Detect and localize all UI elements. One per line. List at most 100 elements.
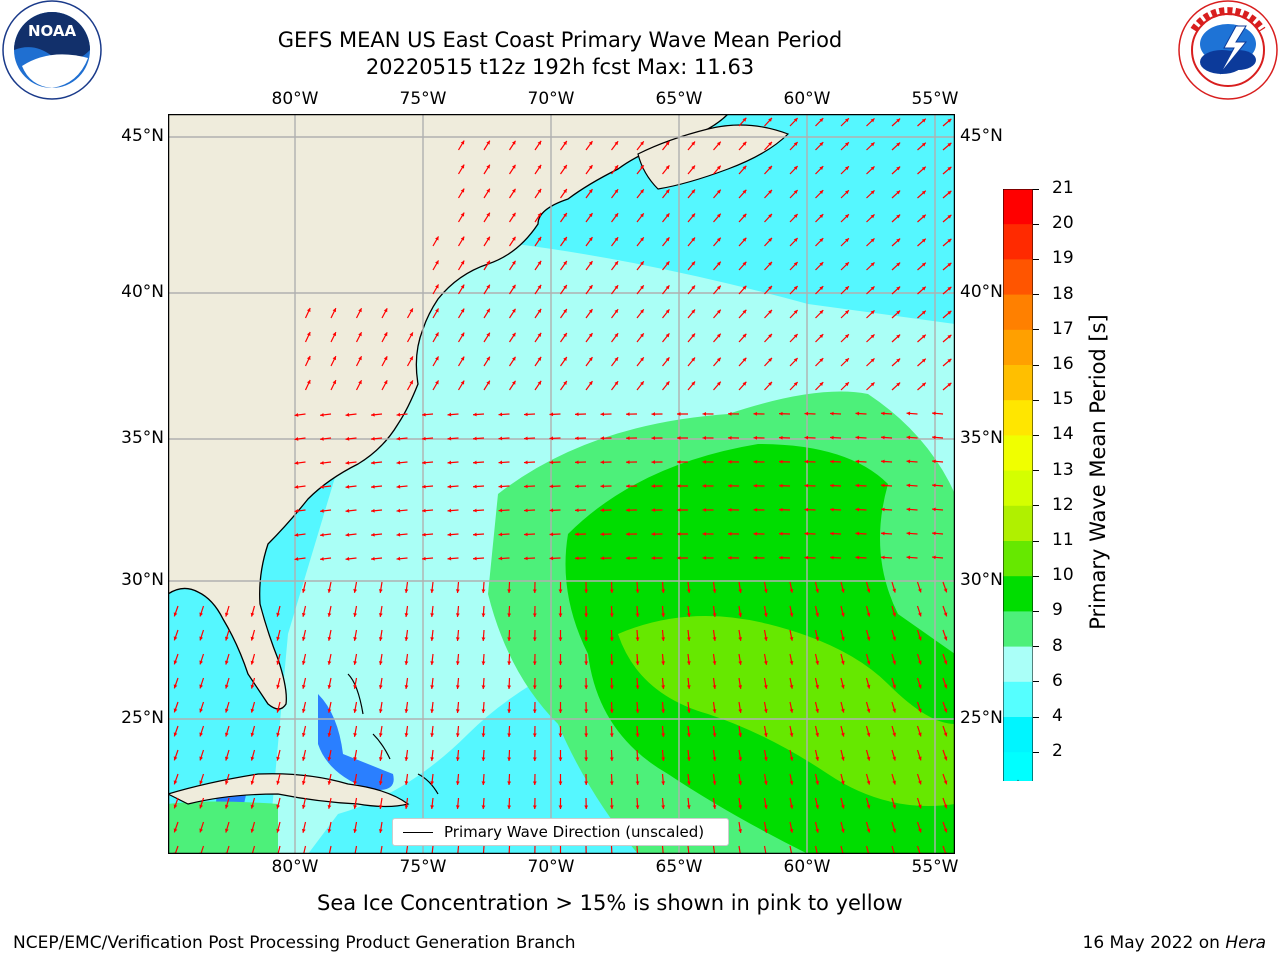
- legend-line-sample: [403, 832, 433, 833]
- wave-direction-arrowhead: [840, 756, 845, 761]
- wave-direction-arrowhead: [511, 236, 516, 241]
- wave-direction-arrowhead: [768, 309, 772, 314]
- wave-direction-arrowhead: [932, 435, 936, 440]
- wave-direction-arrowhead: [855, 531, 860, 536]
- colorbar-segment: [1003, 259, 1033, 296]
- wave-direction-arrowhead: [353, 829, 358, 833]
- colorbar-tick-mark: [1033, 540, 1039, 542]
- wave-direction-arrowhead: [626, 484, 630, 489]
- wave-direction-arrowhead: [404, 685, 409, 689]
- wave-direction-arrowhead: [409, 380, 413, 385]
- wave-direction-arrowhead: [524, 436, 528, 441]
- wave-direction-arrowhead: [870, 214, 875, 219]
- wave-direction-arrowhead: [712, 781, 717, 785]
- wave-direction-arrowhead: [819, 166, 824, 171]
- wave-direction-arrowhead: [404, 757, 409, 761]
- wave-direction-arrowhead: [486, 140, 490, 145]
- wave-direction-arrowhead: [943, 780, 948, 785]
- wave-direction-arrowhead: [378, 757, 383, 761]
- wave-direction-arrowhead: [763, 661, 768, 665]
- wave-direction-arrowhead: [455, 805, 460, 809]
- wave-direction-arrowhead: [511, 164, 516, 169]
- colorbar-tick-mark: [1033, 223, 1039, 225]
- wave-direction-arrowhead: [691, 141, 696, 146]
- wave-direction-arrowhead: [173, 636, 178, 641]
- wave-direction-arrowhead: [651, 412, 656, 416]
- wave-direction-arrowhead: [455, 661, 460, 665]
- wave-direction-arrowhead: [409, 308, 413, 313]
- wave-direction-arrowhead: [575, 460, 579, 465]
- wave-direction-arrowhead: [199, 708, 203, 713]
- colorbar-segment: [1003, 329, 1033, 366]
- wave-direction-arrowhead: [855, 555, 860, 560]
- wave-direction-arrowhead: [712, 733, 717, 737]
- wave-direction-arrowhead: [614, 213, 619, 218]
- wave-direction-arrowhead: [563, 284, 567, 289]
- wave-direction-arrowhead: [301, 708, 306, 713]
- wave-direction-arrowhead: [404, 661, 409, 665]
- wave-period-zone-11-12: [618, 616, 955, 806]
- chart-title: GEFS MEAN US East Coast Primary Wave Mea…: [277, 28, 843, 52]
- wave-direction-arrowhead: [712, 637, 717, 641]
- wave-direction-arrowhead: [712, 709, 717, 713]
- colorbar-tick-label: 21: [1052, 178, 1074, 198]
- wave-direction-arrowhead: [614, 237, 619, 242]
- wave-direction-arrow: [380, 845, 383, 854]
- colorbar-segment: [1003, 541, 1033, 577]
- wave-direction-arrowhead: [353, 589, 358, 593]
- wave-direction-arrowhead: [728, 459, 732, 464]
- wave-direction-arrowhead: [892, 660, 897, 665]
- wave-direction-arrowhead: [378, 589, 383, 593]
- wave-direction-arrow: [840, 845, 844, 854]
- wave-direction-arrowhead: [199, 684, 203, 689]
- wave-direction-arrowhead: [635, 733, 640, 737]
- wave-direction-arrowhead: [332, 308, 337, 313]
- lat-label-right: 40°N: [960, 282, 1003, 302]
- wave-direction-arrowhead: [943, 708, 948, 713]
- wave-direction-arrow: [251, 845, 256, 854]
- wave-direction-arrowhead: [600, 532, 605, 537]
- wave-direction-arrowhead: [532, 685, 537, 689]
- wave-direction-arrowhead: [763, 709, 768, 713]
- wave-direction-arrowhead: [250, 684, 255, 689]
- wave-direction-arrowhead: [712, 685, 717, 689]
- wave-direction-arrowhead: [712, 589, 717, 593]
- wave-direction-arrowhead: [537, 356, 542, 361]
- nws-logo: [1176, 0, 1280, 104]
- wave-direction-arrowhead: [677, 556, 681, 560]
- wave-direction-arrowhead: [486, 260, 490, 265]
- wave-direction-arrowhead: [728, 531, 732, 536]
- wave-direction-arrowhead: [845, 118, 849, 123]
- wave-direction-arrowhead: [404, 637, 409, 641]
- wave-direction-arrowhead: [173, 660, 178, 665]
- wave-direction-arrowhead: [789, 732, 794, 737]
- colorbar-tick-mark: [1033, 470, 1039, 472]
- wave-direction-arrowhead: [677, 508, 681, 512]
- wave-direction-arrow: [457, 845, 460, 854]
- wave-direction-arrowhead: [651, 532, 656, 536]
- wave-direction-arrowhead: [738, 661, 743, 665]
- wave-direction-arrowhead: [702, 436, 707, 440]
- wave-direction-arrowhead: [532, 661, 537, 665]
- wave-direction-arrowhead: [626, 436, 630, 441]
- wave-direction-arrowhead: [665, 309, 670, 314]
- wave-direction-arrowhead: [558, 709, 563, 713]
- wave-direction-arrowhead: [768, 333, 772, 338]
- wave-direction-arrowhead: [435, 332, 439, 337]
- wave-direction-arrowhead: [640, 213, 644, 218]
- wave-direction-arrowhead: [460, 188, 465, 193]
- wave-direction-arrowhead: [845, 382, 849, 387]
- wave-direction-arrowhead: [691, 357, 696, 362]
- wave-direction-arrowhead: [584, 613, 589, 617]
- wave-direction-arrowhead: [906, 531, 911, 536]
- wave-direction-arrowhead: [224, 612, 229, 617]
- wave-direction-arrowhead: [815, 804, 820, 809]
- colorbar-tick-mark: [1033, 399, 1039, 401]
- wave-direction-arrowhead: [947, 214, 952, 219]
- wave-direction-arrowhead: [793, 238, 798, 242]
- wave-direction-arrowhead: [626, 460, 630, 465]
- wave-direction-arrowhead: [691, 381, 696, 386]
- wave-direction-arrowhead: [511, 332, 516, 337]
- wave-direction-arrowhead: [358, 356, 362, 361]
- wave-direction-arrowhead: [224, 780, 229, 785]
